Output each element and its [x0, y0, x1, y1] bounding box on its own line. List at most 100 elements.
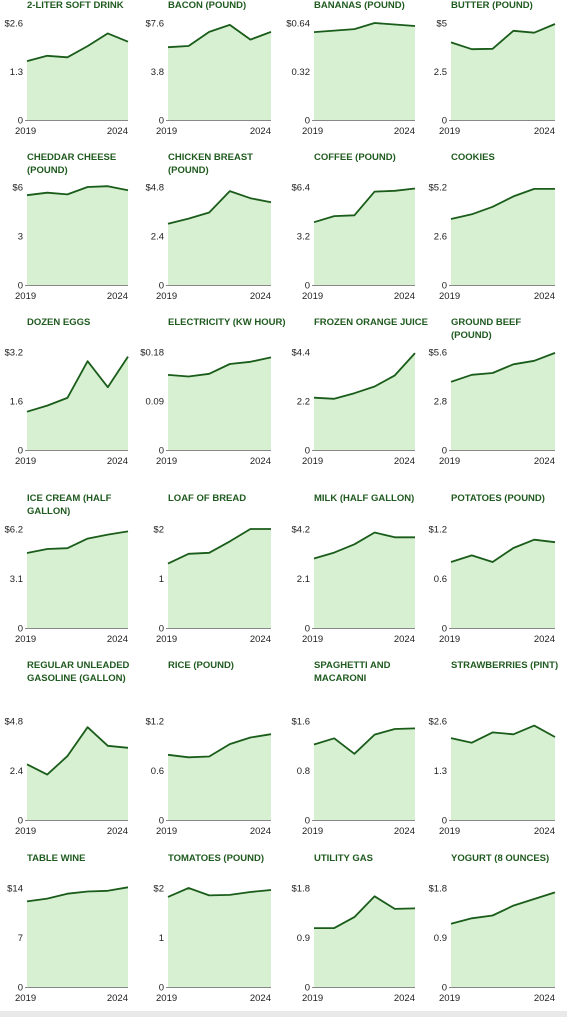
x-tick-label: 2024: [250, 993, 271, 1004]
y-tick-label: 0: [442, 116, 447, 127]
series-line: [26, 32, 129, 62]
x-tick-label: 2024: [250, 456, 271, 467]
y-tick-label: 2.6: [434, 232, 447, 243]
y-tick-label: 3.1: [10, 574, 23, 585]
y-tick-label: $6: [12, 183, 23, 194]
series-area: [451, 725, 555, 820]
series-line: [26, 530, 129, 554]
chart-title: Tomatoes (pound): [168, 853, 265, 864]
chart-title: Rice (pound): [168, 660, 234, 671]
y-tick-label: $14: [7, 884, 23, 895]
y-tick-label: 2.8: [434, 397, 447, 408]
y-tick-label: 0: [159, 983, 164, 994]
chart-title: Chicken breast (pound): [168, 152, 253, 176]
series-line: [314, 895, 416, 929]
series-line: [167, 24, 272, 49]
x-tick-label: 2019: [15, 993, 36, 1004]
chart-title: Cookies: [451, 152, 495, 163]
y-tick-label: 0: [442, 983, 447, 994]
series-line: [313, 352, 416, 400]
chart-title: Milk (half gallon): [314, 493, 415, 504]
x-tick-label: 2019: [302, 126, 323, 137]
chart-title: Bacon (pound): [168, 0, 247, 11]
y-tick-label: 0: [18, 116, 23, 127]
y-tick-label: 1.6: [10, 397, 23, 408]
series-area: [451, 539, 555, 628]
x-tick-label: 2019: [156, 126, 177, 137]
y-tick-label: $6.4: [292, 183, 311, 194]
y-tick-label: 0: [159, 281, 164, 292]
y-tick-label: 2.4: [151, 232, 164, 243]
series-line: [450, 188, 555, 220]
series-area: [314, 532, 415, 628]
x-tick-label: 2024: [107, 456, 128, 467]
y-tick-label: 2.2: [297, 397, 310, 408]
y-tick-label: $0.64: [286, 19, 310, 30]
x-tick-label: 2024: [394, 634, 415, 645]
series-line: [313, 22, 416, 33]
x-tick-label: 2019: [439, 826, 460, 837]
x-tick-label: 2024: [394, 826, 415, 837]
x-tick-label: 2024: [534, 634, 555, 645]
series-line: [167, 733, 272, 759]
y-tick-label: $2: [153, 525, 164, 536]
chart-title: Regular unleaded gasoline (gallon): [27, 660, 130, 684]
x-tick-label: 2019: [439, 993, 460, 1004]
y-tick-label: 0.9: [297, 933, 310, 944]
y-tick-label: $1.6: [292, 717, 311, 728]
series-area: [314, 23, 415, 120]
chart-title: Loaf of bread: [168, 493, 247, 504]
series-area: [168, 734, 271, 820]
series-area: [27, 531, 128, 628]
y-tick-label: 0: [305, 983, 310, 994]
x-tick-label: 2019: [439, 456, 460, 467]
y-tick-label: 0.9: [434, 933, 447, 944]
series-line: [313, 727, 416, 755]
x-tick-label: 2024: [250, 126, 271, 137]
x-tick-label: 2019: [302, 634, 323, 645]
y-tick-label: 0: [442, 624, 447, 635]
series-line: [26, 185, 129, 197]
y-tick-label: 0: [442, 446, 447, 457]
series-line: [450, 538, 556, 563]
y-tick-label: 0: [18, 983, 23, 994]
y-tick-label: 0.8: [297, 766, 310, 777]
series-line: [26, 886, 129, 903]
y-tick-label: 0: [305, 446, 310, 457]
series-area: [314, 188, 415, 285]
y-tick-label: $0.18: [140, 348, 164, 359]
x-tick-label: 2024: [250, 634, 271, 645]
y-tick-label: $5.6: [429, 348, 448, 359]
y-tick-label: 0: [18, 281, 23, 292]
x-tick-label: 2019: [156, 291, 177, 302]
y-tick-label: 0: [159, 446, 164, 457]
y-tick-label: 0: [442, 281, 447, 292]
x-tick-label: 2024: [394, 456, 415, 467]
x-tick-label: 2024: [534, 291, 555, 302]
x-tick-label: 2019: [439, 291, 460, 302]
y-tick-label: 1.3: [434, 766, 447, 777]
y-tick-label: $1.8: [292, 884, 311, 895]
y-tick-label: $1.8: [429, 884, 448, 895]
x-tick-label: 2024: [250, 826, 271, 837]
series-area: [451, 24, 555, 120]
series-area: [314, 728, 415, 820]
chart-title: Ground beef (pound): [451, 317, 522, 341]
series-line: [450, 891, 556, 925]
series-line: [167, 887, 272, 898]
series-area: [451, 892, 555, 987]
y-tick-label: $7.6: [146, 19, 165, 30]
